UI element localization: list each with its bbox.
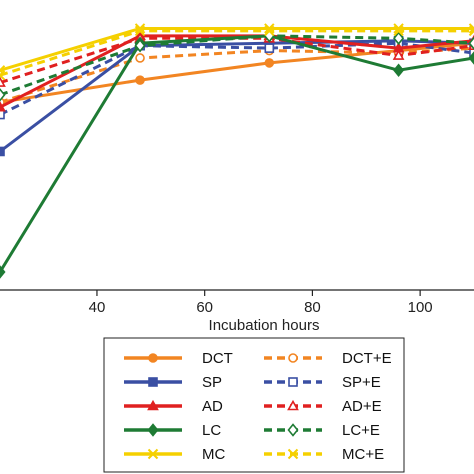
legend-marker-sp [148,377,158,387]
series-line-sp-plus-e [0,41,474,116]
x-tick-label: 80 [304,299,321,316]
data-point-dct [135,75,145,85]
data-point-mc-plus-e [393,25,404,37]
data-point-sp-plus-e [469,48,474,58]
legend-label-lc: LC [202,422,221,439]
legend-marker-sp-plus-e [288,377,298,387]
legend-marker-lc-plus-e [287,423,299,437]
data-point-dct-plus-e [135,53,145,63]
series-mc-plus-e [0,25,474,81]
legend-marker-ad-plus-e [287,399,299,411]
legend-item-lc-plus-e: LC+E [264,422,380,439]
data-point-mc-plus-e [134,25,146,37]
legend-label-dct-plus-e: DCT+E [342,350,392,367]
legend-marker-ad [147,399,159,411]
legend-item-mc: MC [124,446,225,463]
x-tick-label: 40 [89,299,106,316]
data-point-lc [468,51,474,65]
legend: DCT SP AD LC MC DCT+E SP+E AD+E LC+E MC+E [103,337,405,473]
legend-label-mc: MC [202,446,225,463]
legend-item-dct: DCT [124,350,233,367]
legend-item-sp: SP [124,374,222,391]
data-point-sp [0,146,5,157]
legend-marker-dct-plus-e [288,353,298,363]
data-point-mc-plus-e [468,25,474,37]
data-point-lc-plus-e [393,31,405,46]
legend-item-ad: AD [124,398,223,415]
data-point-mc [468,23,474,34]
data-point-ad [0,101,6,112]
data-point-lc [0,265,6,279]
data-point-mc-plus-e [0,69,6,81]
x-tick-label: 60 [196,299,213,316]
legend-label-lc-plus-e: LC+E [342,422,380,439]
legend-label-mc-plus-e: MC+E [342,446,384,463]
legend-item-ad-plus-e: AD+E [264,398,382,415]
data-point-sp-plus-e [264,43,275,53]
data-point-lc [393,63,405,78]
data-point-mc-plus-e [264,25,275,37]
legend-label-sp-plus-e: SP+E [342,374,381,391]
x-axis-title: Incubation hours [209,317,320,334]
data-point-dct [264,58,275,68]
legend-marker-lc [147,423,159,437]
data-point-ad-plus-e [392,49,405,60]
series-lc-plus-e [0,29,474,102]
x-ticks: 40 60 80 100 [89,290,433,316]
data-point-sp-plus-e [0,109,5,120]
legend-label-sp: SP [202,374,222,391]
legend-item-lc: LC [124,422,221,439]
legend-item-sp-plus-e: SP+E [264,374,381,391]
data-point-lc-plus-e [134,38,146,53]
legend-item-dct-plus-e: DCT+E [264,350,392,367]
legend-marker-dct [148,353,158,363]
x-tick-label: 100 [408,299,433,316]
legend-marker-mc-plus-e [287,448,299,460]
legend-marker-mc [147,448,159,460]
legend-label-ad-plus-e: AD+E [342,398,382,415]
legend-label-ad: AD [202,398,223,415]
data-point-lc-plus-e [468,36,474,50]
legend-item-mc-plus-e: MC+E [264,446,384,463]
data-point-ad-plus-e [0,76,6,87]
legend-label-dct: DCT [202,350,233,367]
data-point-lc-plus-e [0,88,6,102]
series-layer [0,23,474,279]
